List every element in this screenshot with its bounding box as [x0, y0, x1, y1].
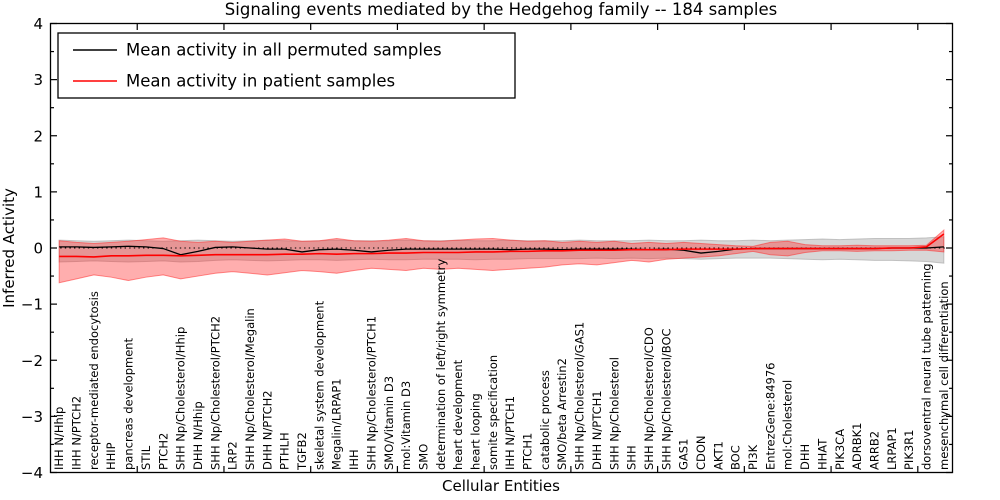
tick-layer: [50, 22, 953, 474]
x-category-label: ADRBK1: [850, 423, 864, 470]
x-category-label: mol:Vitamin D3: [399, 381, 413, 470]
y-tick-label: 1: [33, 183, 43, 201]
x-category-label: AKT1: [711, 441, 725, 470]
x-category-label: determination of left/right symmetry: [434, 259, 448, 470]
x-category-label: mesenchymal cell differentiation: [937, 281, 951, 470]
x-category-label: CDON: [694, 435, 708, 470]
y-tick-label: 3: [33, 71, 43, 89]
x-category-label: PIK3R1: [902, 430, 916, 471]
x-category-label: somite specification: [486, 355, 500, 470]
y-tick-label: 4: [33, 15, 43, 33]
x-category-label: SHH Np/Cholesterol/Hhip: [174, 327, 188, 470]
x-category-label: Megalin/LRPAP1: [330, 378, 344, 470]
y-axis-label: Inferred Activity: [0, 188, 18, 308]
band-layer: [58, 228, 945, 284]
x-category-label: SHH Np/Cholesterol: [607, 357, 621, 470]
x-category-label: SMO/Vitamin D3: [382, 376, 396, 470]
y-tick-label-layer: −4 −3 −2 −1 0 1 2 3 4: [21, 15, 43, 482]
x-category-label: ARRB2: [867, 431, 881, 470]
x-category-label: SHH Np/Cholesterol/PTCH2: [208, 316, 222, 470]
x-category-label: PTCH2: [156, 433, 170, 470]
x-category-label: dorsoventral neural tube patterning: [919, 263, 933, 470]
x-category-label: HHIP: [104, 442, 118, 470]
x-category-label: IHH N/PTCH1: [503, 396, 517, 470]
x-category-label: PTCH1: [521, 433, 535, 470]
series-layer: [59, 233, 945, 258]
x-category-label: skeletal system development: [312, 300, 326, 470]
x-category-label: BOC: [729, 445, 743, 470]
legend-box: [57, 32, 516, 99]
x-category-label: heart looping: [468, 393, 482, 470]
legend-label-patient: Mean activity in patient samples: [126, 72, 395, 91]
chart-title: Signaling events mediated by the Hedgeho…: [225, 0, 777, 19]
x-category-label: heart development: [451, 359, 465, 470]
x-category-label: IHH N/PTCH2: [70, 396, 84, 470]
x-category-label: DHH: [798, 444, 812, 470]
x-category-label: PIK3CA: [833, 429, 847, 470]
x-category-label: TGFB2: [295, 432, 309, 471]
x-category-label: SHH Np/Cholesterol/CDO: [642, 327, 656, 470]
x-category-label: catabolic process: [538, 370, 552, 470]
band-patient_band: [58, 228, 945, 284]
x-category-label: mol:Cholesterol: [781, 380, 795, 470]
x-category-label: IHH N/Hhip: [52, 407, 66, 470]
x-category-label: SMO: [416, 444, 430, 470]
y-tick-label: 2: [33, 127, 43, 145]
x-category-label: SHH Np/Cholesterol/Megalin: [243, 308, 257, 470]
y-tick-label: 0: [33, 240, 43, 258]
x-category-label: GAS1: [677, 439, 691, 470]
legend: Mean activity in all permuted samples Me…: [57, 32, 516, 99]
x-axis-label: Cellular Entities: [442, 477, 560, 495]
x-category-label: LRPAP1: [885, 427, 899, 470]
x-category-label: DHH N/Hhip: [191, 401, 205, 470]
x-category-label: PI3K: [746, 444, 760, 470]
series-line-patient_mean: [59, 233, 945, 258]
legend-label-permuted: Mean activity in all permuted samples: [126, 41, 442, 60]
x-category-label: SHH Np/Cholesterol/PTCH1: [364, 316, 378, 470]
y-tick-label: −1: [21, 296, 43, 314]
x-category-label: PTHLH: [278, 432, 292, 470]
x-category-label: IHH: [347, 449, 361, 470]
x-category-label: DHH N/PTCH1: [590, 390, 604, 470]
x-category-label: receptor-mediated endocytosis: [87, 291, 101, 470]
x-category-label: SHH Np/Cholesterol/BOC: [659, 328, 673, 470]
category-label-layer: IHH N/Hhip IHH N/PTCH2 receptor-mediated e…: [52, 259, 951, 471]
x-category-label: pancreas development: [122, 337, 136, 470]
y-tick-label: −3: [21, 408, 43, 426]
x-category-label: STIL: [139, 445, 153, 470]
x-category-label: LRP2: [226, 441, 240, 470]
x-category-label: SHH: [625, 445, 639, 470]
x-category-label: HHAT: [815, 438, 829, 470]
x-category-label: SMO/beta Arrestin2: [555, 358, 569, 470]
x-category-label: DHH N/PTCH2: [260, 390, 274, 470]
x-category-label: EntrezGene:84976: [763, 363, 777, 470]
y-tick-label: −2: [21, 352, 43, 370]
y-tick-label: −4: [21, 464, 43, 482]
x-category-label: SHH Np/Cholesterol/GAS1: [573, 322, 587, 470]
